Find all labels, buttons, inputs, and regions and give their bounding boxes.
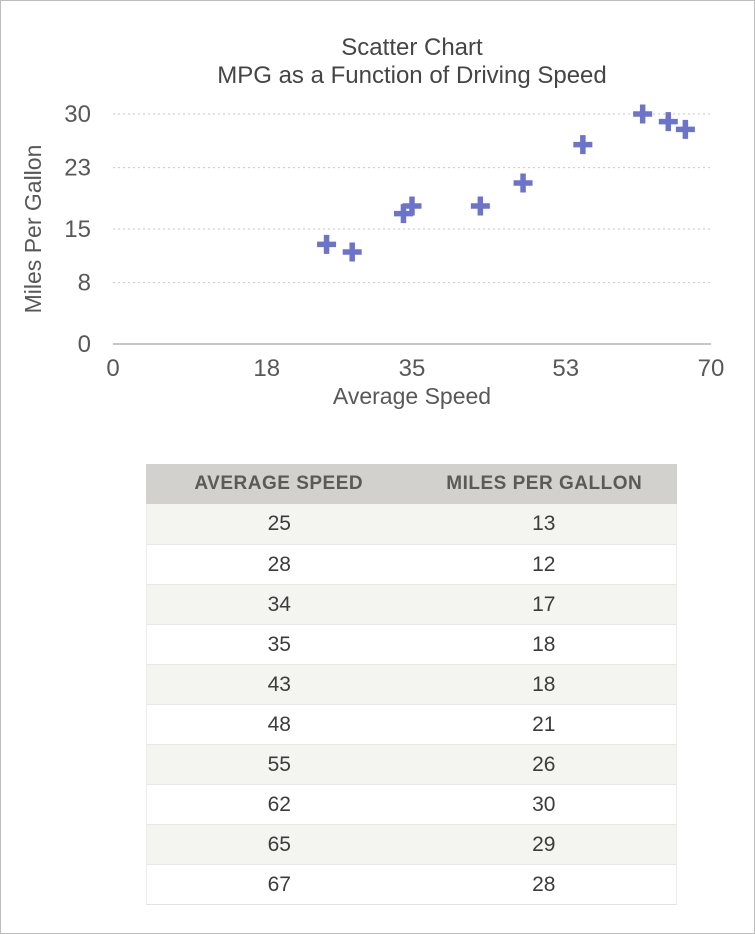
table-cell[interactable]: 67 [267, 872, 291, 896]
x-tick-labels: 0 18 35 53 70 [106, 355, 724, 382]
table-cell[interactable]: 18 [532, 672, 556, 696]
table-row[interactable]: 35 18 [147, 624, 676, 664]
x-tick-label: 0 [106, 355, 119, 382]
table-row[interactable]: 62 30 [147, 784, 676, 824]
table-cell[interactable]: 18 [532, 632, 556, 656]
table-header-cell[interactable]: MILES PER GALLON [446, 473, 643, 494]
table-row[interactable]: 65 29 [147, 824, 676, 864]
y-tick-label: 23 [64, 155, 91, 182]
chart-title: Scatter Chart [341, 34, 483, 61]
table-row[interactable]: 34 17 [147, 584, 676, 624]
scatter-point[interactable] [675, 119, 695, 139]
table-cell[interactable]: 28 [532, 872, 556, 896]
scatter-point[interactable] [658, 112, 678, 132]
table-cell[interactable]: 28 [267, 552, 291, 576]
x-tick-label: 70 [698, 355, 725, 382]
y-tick-label: 30 [64, 101, 91, 128]
table-row[interactable]: 55 26 [147, 744, 676, 784]
y-tick-labels: 0 8 15 23 30 [64, 101, 91, 358]
x-tick-label: 35 [399, 355, 426, 382]
scatter-point[interactable] [633, 104, 653, 124]
y-tick-label: 0 [78, 331, 91, 358]
y-tick-label: 8 [78, 270, 91, 297]
y-axis-label: Miles Per Gallon [20, 145, 46, 314]
table-cell[interactable]: 17 [532, 592, 556, 616]
table-cell[interactable]: 62 [267, 792, 291, 816]
table-cell[interactable]: 65 [267, 832, 291, 856]
y-tick-label: 15 [64, 216, 91, 243]
chart-subtitle: MPG as a Function of Driving Speed [217, 62, 607, 89]
table-cell[interactable]: 21 [532, 712, 556, 736]
table-row[interactable]: 43 18 [147, 664, 676, 704]
table-cell[interactable]: 13 [532, 512, 556, 535]
table-cell[interactable]: 30 [532, 792, 556, 816]
table-cell[interactable]: 35 [267, 632, 291, 656]
table-row[interactable]: 67 28 [147, 864, 676, 904]
table-header-row: AVERAGE SPEED MILES PER GALLON [146, 464, 677, 504]
scatter-chart[interactable]: Scatter Chart MPG as a Function of Drivi… [1, 1, 755, 433]
table-cell[interactable]: 26 [532, 752, 556, 776]
table-row[interactable]: 25 13 [147, 504, 676, 544]
scatter-points [317, 104, 695, 262]
table-body: 25 13 28 12 34 17 35 18 43 18 48 21 55 26 62 30 65 29 67 28 [146, 504, 677, 905]
table-cell[interactable]: 12 [532, 552, 556, 576]
scatter-point[interactable] [573, 135, 593, 155]
table-row[interactable]: 28 12 [147, 544, 676, 584]
table-row[interactable]: 48 21 [147, 704, 676, 744]
table-cell[interactable]: 25 [267, 512, 291, 535]
x-tick-label: 53 [552, 355, 579, 382]
chart-svg[interactable]: Scatter Chart MPG as a Function of Drivi… [1, 1, 755, 433]
table-cell[interactable]: 48 [267, 712, 291, 736]
table-cell[interactable]: 43 [267, 672, 291, 696]
gridlines [113, 113, 711, 345]
scatter-point[interactable] [317, 234, 337, 254]
x-axis-label: Average Speed [333, 383, 491, 409]
scatter-point[interactable] [342, 242, 362, 262]
scatter-point[interactable] [402, 196, 422, 216]
data-table[interactable]: AVERAGE SPEED MILES PER GALLON 25 13 28 12 34… [146, 464, 677, 905]
table-cell[interactable]: 55 [267, 752, 291, 776]
scatter-point[interactable] [513, 173, 533, 193]
table-cell[interactable]: 34 [267, 592, 291, 616]
scatter-point[interactable] [470, 196, 490, 216]
x-tick-label: 18 [253, 355, 280, 382]
table-header-cell[interactable]: AVERAGE SPEED [194, 473, 364, 494]
table-cell[interactable]: 29 [532, 832, 556, 856]
